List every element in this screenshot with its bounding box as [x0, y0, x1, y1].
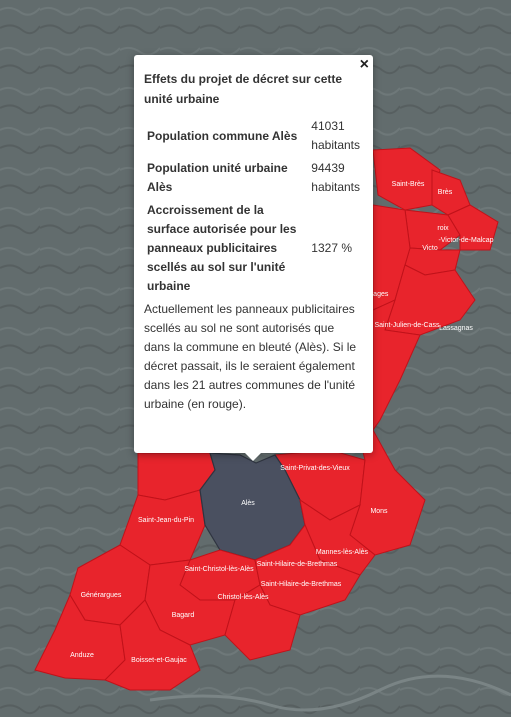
river — [149, 674, 511, 712]
popup-description: Actuellement les panneaux publicitaires … — [144, 302, 357, 411]
map-label: Bagard — [172, 612, 195, 619]
map-label: Christol-lès-Alès — [218, 594, 269, 601]
map-label: Saint-Julien-de-Cass — [375, 322, 440, 329]
map-label: Générargues — [81, 592, 122, 599]
row-label: Accroissement de la surface autorisée po… — [147, 203, 297, 293]
commune-mons[interactable] — [349, 429, 426, 556]
map-label: Saint-Hilaire-de-Brethmas — [257, 561, 338, 568]
close-icon[interactable]: × — [359, 56, 369, 73]
map-label: Saint-Christol-lès-Alès — [184, 566, 254, 573]
table-row: Population unité urbaine Alès 94439 habi… — [144, 157, 363, 199]
map-label: Boisset-et-Gaujac — [131, 657, 187, 664]
map-label: Mons — [370, 508, 388, 515]
map-label: Saint-Hilaire-de-Brethmas — [261, 581, 342, 588]
map-label: Lassagnas — [439, 325, 473, 332]
row-value: 41031 habitants — [311, 119, 360, 152]
map-label: Saint-Jean-du-Pin — [138, 517, 194, 524]
stats-table: Population commune Alès 41031 habitants … — [144, 115, 363, 298]
commune-saint-victor-de-malcap[interactable] — [447, 204, 499, 251]
commune-east-lower[interactable] — [372, 299, 421, 432]
row-value: 1327 % — [311, 241, 352, 255]
map-label: Brès — [438, 189, 453, 196]
table-row: Population commune Alès 41031 habitants — [144, 115, 363, 157]
map-label: -Victor-de-Malcap — [438, 237, 493, 244]
map-label: Victo — [422, 245, 438, 252]
row-label: Population unité urbaine Alès — [147, 161, 288, 194]
popup-title: Effets du projet de décret sur cette uni… — [144, 72, 343, 106]
map-label: lages — [372, 291, 389, 298]
map-label: Mannes-lès-Alès — [316, 549, 369, 556]
info-popup: × Effets du projet de décret sur cette u… — [134, 55, 373, 453]
table-row: Accroissement de la surface autorisée po… — [144, 199, 363, 298]
popup-tip — [243, 451, 263, 461]
map-label: Anduze — [70, 652, 94, 659]
row-value: 94439 habitants — [311, 161, 360, 194]
row-label: Population commune Alès — [147, 128, 298, 143]
map-label: Saint-Brès — [392, 181, 425, 188]
map-label: Alès — [241, 500, 255, 507]
map-label: Saint-Privat-des-Vieux — [280, 465, 350, 472]
commune-christol-south[interactable] — [224, 584, 301, 661]
commune-boisset-et-gaujac[interactable] — [104, 599, 201, 691]
map-label: roix — [437, 225, 449, 232]
